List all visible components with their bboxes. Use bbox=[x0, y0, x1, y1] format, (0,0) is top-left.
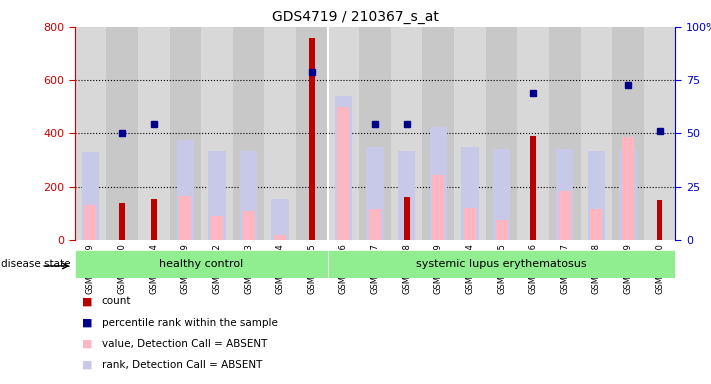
Bar bbox=[75, 250, 328, 278]
Bar bbox=[296, 27, 328, 240]
Bar bbox=[179, 196, 191, 240]
Bar bbox=[391, 27, 422, 240]
Bar bbox=[530, 136, 536, 240]
Bar bbox=[338, 107, 349, 240]
Bar bbox=[309, 38, 315, 240]
Bar bbox=[359, 27, 391, 240]
Bar bbox=[493, 149, 510, 240]
Text: systemic lupus erythematosus: systemic lupus erythematosus bbox=[416, 259, 587, 269]
Bar bbox=[208, 151, 225, 240]
Bar bbox=[429, 127, 447, 240]
Bar bbox=[75, 27, 106, 240]
Bar bbox=[151, 199, 156, 240]
Bar bbox=[581, 27, 612, 240]
Bar bbox=[85, 205, 97, 240]
Bar bbox=[622, 137, 634, 240]
Bar bbox=[422, 27, 454, 240]
Bar bbox=[496, 220, 508, 240]
Bar bbox=[369, 209, 381, 240]
Bar bbox=[432, 175, 444, 240]
Bar bbox=[404, 197, 410, 240]
Text: ■: ■ bbox=[82, 339, 92, 349]
Bar bbox=[211, 216, 223, 240]
Text: healthy control: healthy control bbox=[159, 259, 243, 269]
Bar bbox=[82, 152, 99, 240]
Bar bbox=[454, 27, 486, 240]
Bar bbox=[612, 27, 644, 240]
Bar bbox=[328, 250, 675, 278]
Bar bbox=[619, 149, 637, 240]
Text: count: count bbox=[102, 296, 131, 306]
Text: ■: ■ bbox=[82, 296, 92, 306]
Text: GDS4719 / 210367_s_at: GDS4719 / 210367_s_at bbox=[272, 10, 439, 23]
Bar bbox=[588, 151, 605, 240]
Bar bbox=[201, 27, 232, 240]
Bar bbox=[644, 27, 675, 240]
Bar bbox=[518, 27, 549, 240]
Bar bbox=[549, 27, 581, 240]
Text: ■: ■ bbox=[82, 318, 92, 328]
Bar bbox=[590, 209, 602, 240]
Bar bbox=[169, 27, 201, 240]
Bar bbox=[176, 140, 194, 240]
Bar bbox=[559, 191, 571, 240]
Bar bbox=[366, 147, 384, 240]
Text: rank, Detection Call = ABSENT: rank, Detection Call = ABSENT bbox=[102, 360, 262, 370]
Bar bbox=[242, 211, 255, 240]
Text: value, Detection Call = ABSENT: value, Detection Call = ABSENT bbox=[102, 339, 267, 349]
Bar bbox=[232, 27, 264, 240]
Bar bbox=[106, 27, 138, 240]
Bar bbox=[328, 27, 359, 240]
Bar bbox=[398, 151, 415, 240]
Bar bbox=[274, 235, 287, 240]
Text: percentile rank within the sample: percentile rank within the sample bbox=[102, 318, 277, 328]
Bar bbox=[464, 208, 476, 240]
Bar bbox=[657, 200, 663, 240]
Text: ■: ■ bbox=[82, 360, 92, 370]
Bar bbox=[119, 203, 125, 240]
Bar bbox=[272, 199, 289, 240]
Text: disease state: disease state bbox=[1, 259, 71, 269]
Bar bbox=[335, 96, 352, 240]
Bar bbox=[556, 149, 574, 240]
Bar bbox=[486, 27, 518, 240]
Bar bbox=[240, 151, 257, 240]
Bar bbox=[461, 147, 479, 240]
Bar bbox=[264, 27, 296, 240]
Bar bbox=[138, 27, 169, 240]
